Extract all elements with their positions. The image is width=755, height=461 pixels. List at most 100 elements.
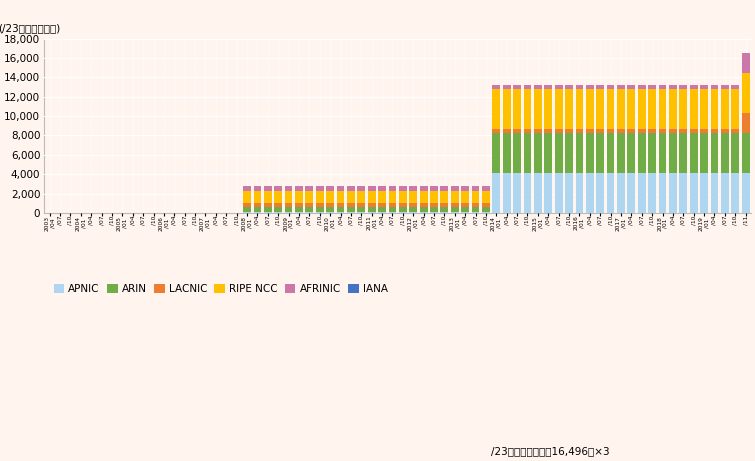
Bar xyxy=(503,173,510,213)
Bar xyxy=(430,212,438,213)
Bar xyxy=(451,187,459,190)
Bar xyxy=(451,190,459,203)
Bar xyxy=(690,133,698,173)
Bar xyxy=(243,203,251,207)
Bar xyxy=(658,173,667,213)
Bar xyxy=(544,129,552,133)
Bar xyxy=(617,89,625,129)
Bar xyxy=(472,190,479,203)
Bar xyxy=(285,207,292,212)
Bar xyxy=(472,212,479,213)
Bar xyxy=(357,187,365,190)
Bar xyxy=(274,207,282,212)
Bar xyxy=(316,187,324,190)
Bar xyxy=(513,133,521,173)
Bar xyxy=(555,173,562,213)
Bar xyxy=(472,187,479,190)
Bar xyxy=(254,190,261,203)
Bar xyxy=(378,207,386,212)
Bar xyxy=(451,207,459,212)
Bar xyxy=(596,173,604,213)
Bar xyxy=(399,187,407,190)
Bar xyxy=(285,203,292,207)
Bar xyxy=(690,173,698,213)
Bar xyxy=(389,212,396,213)
Bar xyxy=(575,173,584,213)
Bar xyxy=(316,207,324,212)
Bar xyxy=(409,187,417,190)
Bar xyxy=(409,190,417,203)
Bar xyxy=(575,89,584,129)
Bar xyxy=(274,187,282,190)
Bar xyxy=(617,173,625,213)
Bar xyxy=(627,133,635,173)
Bar xyxy=(430,207,438,212)
Bar xyxy=(586,133,593,173)
Bar xyxy=(690,129,698,133)
Bar xyxy=(575,85,584,89)
Bar xyxy=(337,207,344,212)
Bar xyxy=(503,89,510,129)
Bar xyxy=(482,207,490,212)
Bar xyxy=(285,187,292,190)
Bar xyxy=(741,53,750,73)
Bar xyxy=(710,89,718,129)
Bar xyxy=(544,173,552,213)
Bar xyxy=(451,203,459,207)
Bar xyxy=(472,207,479,212)
Bar xyxy=(264,212,272,213)
Bar xyxy=(680,133,687,173)
Bar xyxy=(357,207,365,212)
Bar xyxy=(399,190,407,203)
Bar xyxy=(337,203,344,207)
Bar xyxy=(544,85,552,89)
Bar xyxy=(555,85,562,89)
Bar xyxy=(389,207,396,212)
Bar xyxy=(357,212,365,213)
Bar xyxy=(461,190,469,203)
Bar xyxy=(461,212,469,213)
Bar xyxy=(627,89,635,129)
Bar xyxy=(368,207,375,212)
Bar xyxy=(440,212,448,213)
Bar xyxy=(472,203,479,207)
Bar xyxy=(347,212,355,213)
Bar xyxy=(721,85,729,89)
Bar xyxy=(430,190,438,203)
Bar xyxy=(680,129,687,133)
Bar xyxy=(326,187,334,190)
Bar xyxy=(638,173,646,213)
Bar xyxy=(732,89,739,129)
Bar xyxy=(440,187,448,190)
Bar xyxy=(274,203,282,207)
Bar xyxy=(565,89,573,129)
Bar xyxy=(274,212,282,213)
Bar xyxy=(409,212,417,213)
Bar xyxy=(544,89,552,129)
Bar xyxy=(492,129,501,133)
Bar xyxy=(669,173,676,213)
Bar xyxy=(721,89,729,129)
Bar xyxy=(326,207,334,212)
Bar xyxy=(306,212,313,213)
Bar xyxy=(607,129,615,133)
Bar xyxy=(741,113,750,133)
Bar xyxy=(732,85,739,89)
Bar xyxy=(555,133,562,173)
Bar xyxy=(680,85,687,89)
Bar xyxy=(732,173,739,213)
Bar xyxy=(524,129,532,133)
Bar xyxy=(607,89,615,129)
Bar xyxy=(741,173,750,213)
Bar xyxy=(337,190,344,203)
Bar xyxy=(690,89,698,129)
Bar xyxy=(680,89,687,129)
Bar xyxy=(534,129,542,133)
Bar xyxy=(700,133,708,173)
Bar xyxy=(389,190,396,203)
Bar xyxy=(638,133,646,173)
Bar xyxy=(658,133,667,173)
Bar xyxy=(482,190,490,203)
Bar xyxy=(669,85,676,89)
Bar xyxy=(357,203,365,207)
